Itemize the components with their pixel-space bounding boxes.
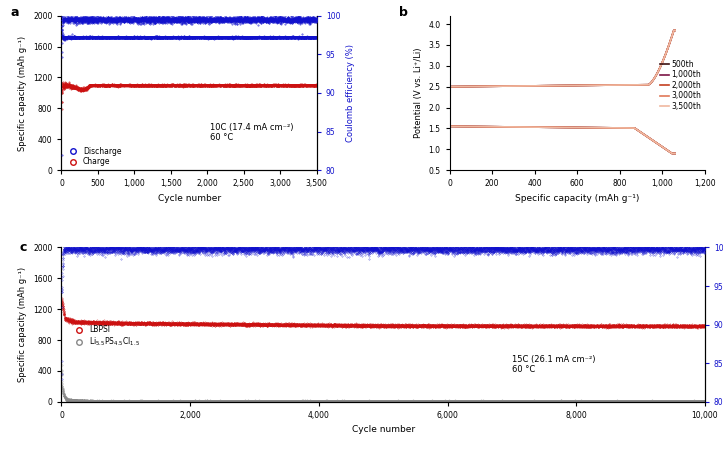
3,000th: [554, 125, 562, 130]
2,000th: [665, 149, 674, 154]
1,000th: [445, 123, 454, 129]
Line: 2,000th: 2,000th: [450, 126, 675, 154]
3,500th: [665, 149, 674, 154]
1,000th: [665, 149, 674, 154]
3,500th: [554, 125, 562, 130]
Text: a: a: [10, 6, 19, 19]
3,500th: [668, 151, 677, 156]
3,500th: [630, 125, 639, 131]
Legend: Discharge, Charge: Discharge, Charge: [65, 147, 121, 166]
3,000th: [671, 151, 680, 156]
Line: 3,500th: 3,500th: [450, 126, 675, 154]
500th: [580, 125, 589, 130]
Y-axis label: Coulomb efficiency (%): Coulomb efficiency (%): [346, 44, 355, 142]
1,000th: [554, 125, 562, 130]
X-axis label: Cycle number: Cycle number: [158, 194, 221, 203]
1,000th: [671, 151, 680, 156]
3,000th: [580, 125, 589, 130]
X-axis label: Specific capacity (mAh g⁻¹): Specific capacity (mAh g⁻¹): [515, 194, 639, 203]
500th: [665, 149, 674, 154]
Legend: 500th, 1,000th, 2,000th, 3,000th, 3,500th: 500th, 1,000th, 2,000th, 3,000th, 3,500t…: [660, 60, 701, 111]
3,500th: [671, 151, 680, 156]
Line: 3,000th: 3,000th: [450, 126, 675, 154]
2,000th: [554, 125, 562, 130]
Line: 500th: 500th: [450, 126, 675, 154]
Text: 15C (26.1 mA cm⁻²)
60 °C: 15C (26.1 mA cm⁻²) 60 °C: [512, 355, 595, 374]
500th: [445, 123, 454, 129]
3,500th: [552, 125, 561, 130]
2,000th: [445, 123, 454, 129]
1,000th: [552, 125, 561, 130]
2,000th: [630, 125, 639, 131]
500th: [554, 125, 562, 130]
Line: 1,000th: 1,000th: [450, 126, 675, 154]
Y-axis label: Potential (V vs. Li⁺/Li): Potential (V vs. Li⁺/Li): [414, 48, 423, 138]
Text: b: b: [398, 6, 407, 19]
3,500th: [445, 123, 454, 129]
Text: 10C (17.4 mA cm⁻²)
60 °C: 10C (17.4 mA cm⁻²) 60 °C: [210, 123, 293, 142]
2,000th: [580, 125, 589, 130]
2,000th: [552, 125, 561, 130]
3,500th: [568, 125, 576, 130]
1,000th: [580, 125, 589, 130]
1,000th: [630, 125, 639, 131]
Text: c: c: [20, 241, 27, 254]
2,000th: [568, 125, 576, 130]
X-axis label: Cycle number: Cycle number: [351, 426, 415, 435]
500th: [552, 125, 561, 130]
500th: [671, 151, 680, 156]
500th: [568, 125, 576, 130]
Y-axis label: Specific capacity (mAh g⁻¹): Specific capacity (mAh g⁻¹): [19, 35, 27, 150]
1,000th: [668, 151, 677, 156]
500th: [668, 151, 677, 156]
500th: [630, 125, 639, 131]
3,000th: [668, 151, 677, 156]
1,000th: [568, 125, 576, 130]
2,000th: [668, 151, 677, 156]
3,000th: [552, 125, 561, 130]
Legend: LBPSI, Li$_{5.5}$PS$_{4.5}$Cl$_{1.5}$: LBPSI, Li$_{5.5}$PS$_{4.5}$Cl$_{1.5}$: [72, 326, 140, 348]
3,000th: [630, 125, 639, 131]
2,000th: [671, 151, 680, 156]
3,500th: [580, 125, 589, 130]
3,000th: [568, 125, 576, 130]
3,000th: [665, 149, 674, 154]
Y-axis label: Specific capacity (mAh g⁻¹): Specific capacity (mAh g⁻¹): [19, 267, 27, 382]
3,000th: [445, 123, 454, 129]
